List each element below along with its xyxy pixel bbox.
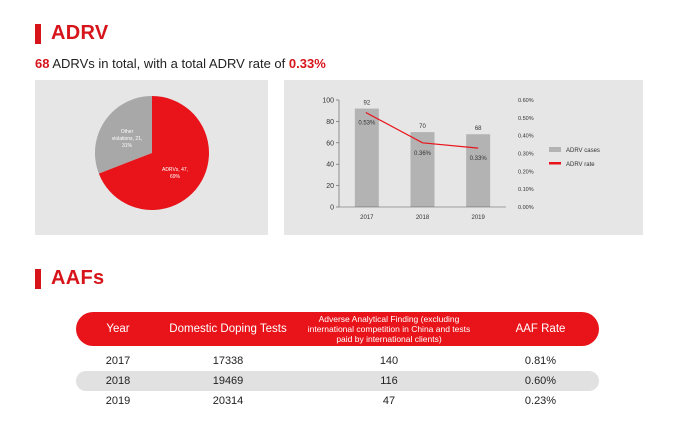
bar-2017 xyxy=(354,108,379,207)
bar-value-label: 92 xyxy=(363,101,370,107)
pie-chart-panel: Other violations, 21, 31% ADRVs, 47, 69% xyxy=(35,80,268,235)
aafs-section-title: AAFs xyxy=(35,267,104,290)
cell-tests: 19469 xyxy=(212,375,244,387)
title-accent-bar xyxy=(35,268,41,289)
cell-aaf: 116 xyxy=(380,375,398,387)
pie-label-other-line2: violations, 21, xyxy=(112,136,143,142)
header-aaf-rate: AAF Rate xyxy=(515,323,566,335)
adrv-total-rate: 0.33% xyxy=(288,56,326,71)
y2-tick-label: 0.60% xyxy=(518,98,534,104)
chart-legend: ADRV cases ADRV rate xyxy=(549,147,600,168)
table-row: 2018 19469 116 0.60% xyxy=(76,371,599,391)
aafs-heading: AAFs xyxy=(51,267,105,289)
cell-tests: 17338 xyxy=(212,355,244,367)
y2-tick-label: 0.20% xyxy=(518,169,534,175)
y-tick-label: 60 xyxy=(326,140,334,147)
x-axis: 2017 2018 2019 xyxy=(339,206,506,221)
line-value-label: 0.33% xyxy=(470,156,488,162)
adrv-rate-line xyxy=(365,111,479,149)
adrv-heading: ADRV xyxy=(51,22,109,44)
header-domestic-tests: Domestic Doping Tests xyxy=(169,323,287,335)
cell-aaf: 140 xyxy=(379,355,399,367)
x-tick-label: 2019 xyxy=(471,215,485,221)
aaf-table: Year Domestic Doping Tests Adverse Analy… xyxy=(76,312,599,411)
legend-swatch-adrv-rate xyxy=(549,162,561,165)
pie-slice-adrvs xyxy=(98,96,209,210)
cell-aaf: 47 xyxy=(382,395,396,407)
y2-tick-label: 0.50% xyxy=(518,116,534,122)
cell-year: 2019 xyxy=(105,395,131,407)
cell-year: 2018 xyxy=(105,375,131,387)
line-value-label: 0.53% xyxy=(358,120,376,126)
pie-chart: Other violations, 21, 31% ADRVs, 47, 69% xyxy=(94,96,209,210)
adrv-total-count: 68 xyxy=(35,56,50,71)
legend-label-adrv-rate: ADRV rate xyxy=(566,162,595,168)
y-tick-label: 40 xyxy=(326,162,334,169)
pie-slice-other-violations xyxy=(94,96,152,174)
y-tick-label: 0 xyxy=(330,205,334,212)
y-tick-label: 100 xyxy=(322,98,334,105)
bar-value-label: 70 xyxy=(419,124,426,130)
cell-tests: 20314 xyxy=(212,395,244,407)
legend-swatch-adrv-cases xyxy=(549,147,561,152)
pie-label-other-line3: 31% xyxy=(122,143,133,149)
table-row: 2019 20314 47 0.23% xyxy=(76,391,599,411)
table-row: 2017 17338 140 0.81% xyxy=(76,351,599,371)
y2-tick-label: 0.30% xyxy=(518,152,534,158)
pie-label-adrvs-line1: ADRVs, 47, xyxy=(162,167,188,173)
y-tick-label: 80 xyxy=(326,119,334,126)
bar-value-label: 68 xyxy=(475,126,482,132)
bar-2018 xyxy=(410,132,435,207)
legend-label-adrv-cases: ADRV cases xyxy=(566,148,600,154)
y2-tick-label: 0.00% xyxy=(518,205,534,211)
y2-tick-label: 0.10% xyxy=(518,187,534,193)
bar-series: 92 70 68 xyxy=(354,101,491,207)
line-series: 0.53% 0.36% 0.33% xyxy=(358,111,488,162)
adrv-summary: 68 ADRVs in total, with a total ADRV rat… xyxy=(35,56,326,71)
bar-2019 xyxy=(466,134,491,207)
table-header: Year Domestic Doping Tests Adverse Analy… xyxy=(76,312,599,346)
adrv-summary-text: ADRVs in total, with a total ADRV rate o… xyxy=(49,56,289,71)
y2-axis: 0.00% 0.10% 0.20% 0.30% 0.40% 0.50% 0.60% xyxy=(518,98,534,211)
cell-rate: 0.23% xyxy=(524,395,557,407)
y2-tick-label: 0.40% xyxy=(518,134,534,140)
header-aaf: Adverse Analytical Finding (excluding in… xyxy=(307,314,471,344)
pie-label-other-line1: Other xyxy=(121,129,134,135)
header-year: Year xyxy=(106,323,130,335)
cell-year: 2017 xyxy=(105,355,131,367)
adrv-section-title: ADRV xyxy=(35,22,109,45)
cell-rate: 0.60% xyxy=(524,375,557,387)
cell-rate: 0.81% xyxy=(524,355,557,367)
title-accent-bar xyxy=(35,23,41,44)
x-tick-label: 2018 xyxy=(416,215,430,221)
y-tick-label: 20 xyxy=(326,183,334,190)
y-axis: 0 20 40 60 80 100 xyxy=(322,98,340,212)
pie-label-adrvs-line2: 69% xyxy=(170,174,181,180)
bar-chart-panel: 0 20 40 60 80 100 0.00% 0.10% 0.20% 0.30% 0.40% 0.… xyxy=(284,80,643,235)
line-value-label: 0.36% xyxy=(414,151,432,157)
x-tick-label: 2017 xyxy=(360,215,374,221)
